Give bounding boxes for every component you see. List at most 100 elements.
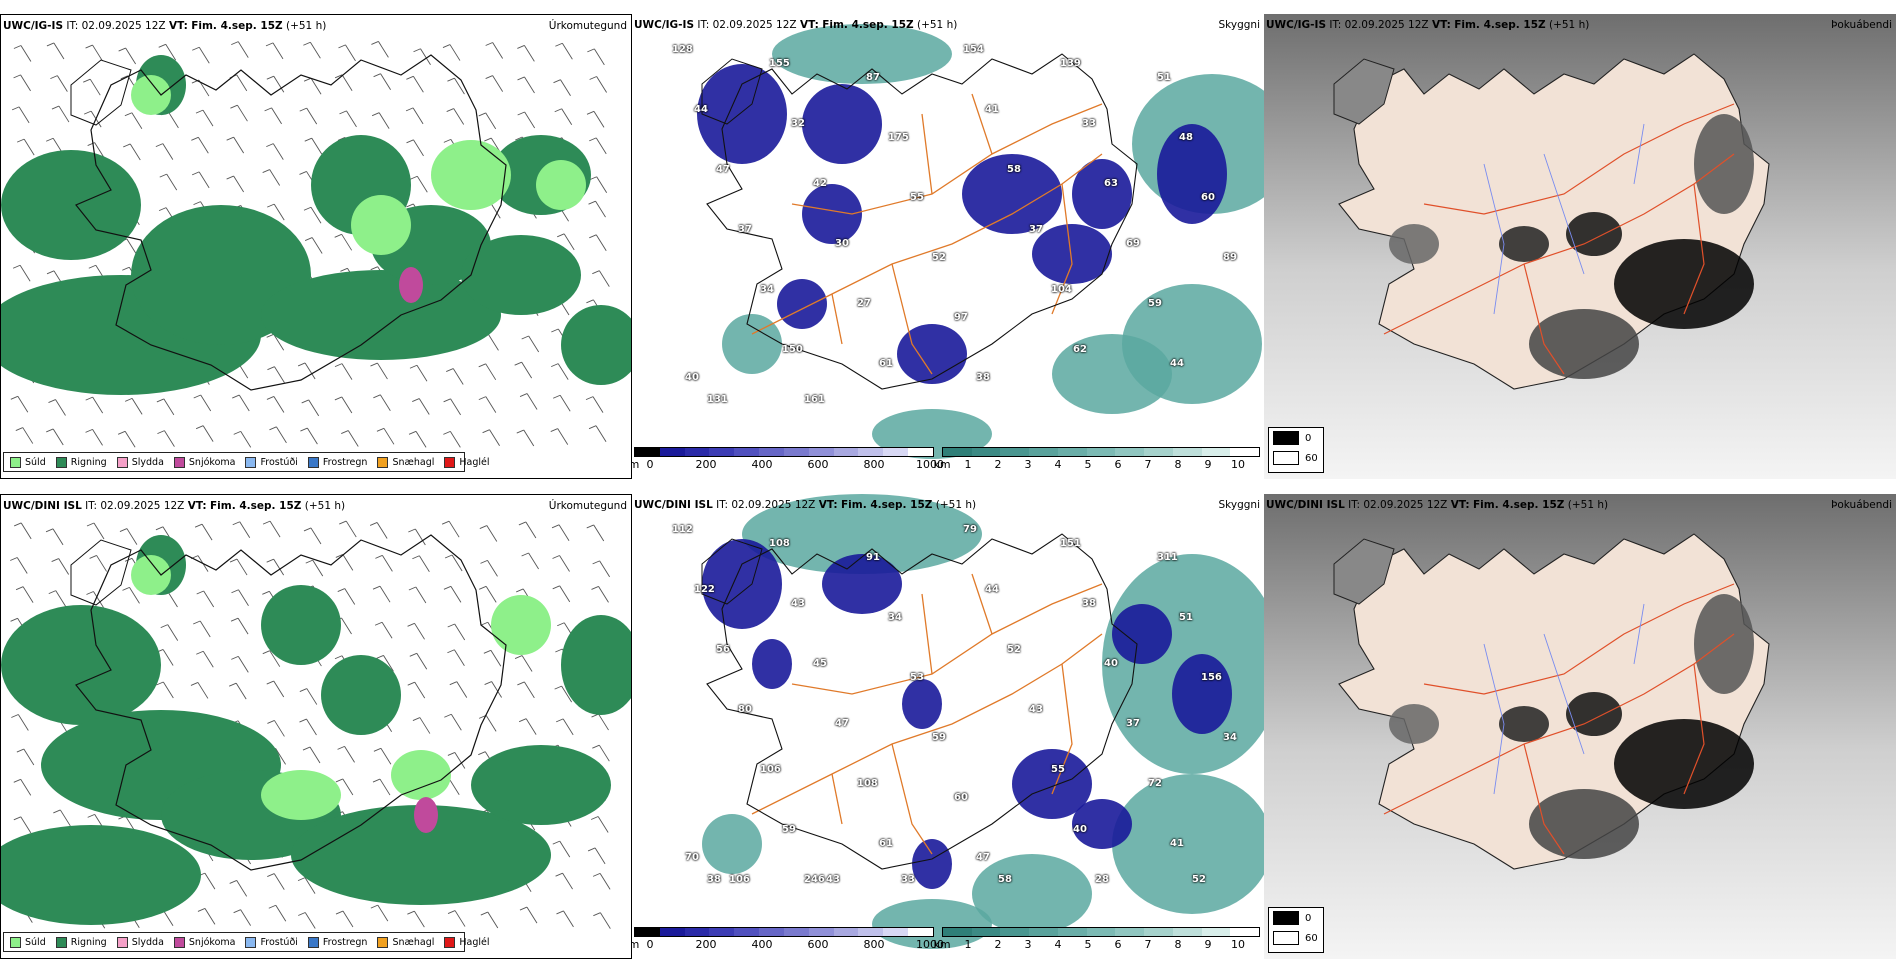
drizzle-area [536,160,586,210]
ceiling-unit: m [632,458,640,471]
header-vt-label: VT: [1431,19,1451,31]
legend-swatch [377,936,389,948]
header-vt: Fim. 4.sep. 15Z [822,19,914,31]
visibility-value: 60 [1201,192,1215,203]
header-lead: (+51 h) [285,20,327,32]
legend-swatch [307,456,319,468]
drizzle-area [261,770,341,820]
visibility-tick: 9 [1204,938,1212,951]
legend-label: Haglél [459,936,490,948]
low-ceiling-area [822,554,902,614]
low-ceiling-area [697,64,787,164]
visibility-value: 69 [1126,238,1140,249]
visibility-value: 51 [1179,612,1193,623]
roads [1383,103,1735,375]
field-name: Þokuábendi [1831,499,1892,511]
legend-swatch [245,936,257,948]
visibility-value: 33 [1082,118,1096,129]
legend-item: Snjókoma [173,936,235,948]
visibility-value: 43 [1029,704,1043,715]
visibility-value: 34 [888,612,902,623]
header-it: IT: 02.09.2025 12Z [1329,19,1429,31]
rain-area [1,605,161,725]
coastline [706,53,1138,390]
visibility-value: 60 [954,792,968,803]
legend-swatch [10,936,21,948]
legend-label: Súld [25,456,46,468]
visibility-value: 131 [707,394,728,405]
visibility-value: 108 [857,778,878,789]
westfjords-coast [70,539,132,606]
visibility-map [701,494,1264,949]
visibility-tick: 9 [1204,458,1212,471]
visibility-value: 151 [1060,538,1081,549]
visibility-tick: 2 [994,458,1002,471]
dense-fog-area [1694,594,1754,694]
visibility-value: 53 [910,672,924,683]
visibility-value: 87 [866,72,880,83]
westfjords-coast [70,59,132,126]
visibility-value: 32 [791,118,805,129]
header-lead: (+51 h) [916,19,958,31]
roads [1383,583,1735,855]
visibility-tick: 6 [1114,938,1122,951]
ceiling-tick: 400 [751,938,773,951]
legend-item: Slydda [116,456,164,468]
visibility-panel: 112 108 91 79 151 311 122 43 34 44 38 51 56 45 53 52 40 1… [632,494,1264,959]
header-it: IT: 02.09.2025 12Z [85,500,185,512]
legend-item: Snæhagl [377,936,435,948]
low-ceiling-area [1072,159,1132,229]
visibility-value: 55 [910,192,924,203]
field-name: Úrkomutegund [548,500,627,512]
visibility-value: 311 [1157,552,1178,563]
header-model: UWC/DINI ISL [3,500,82,512]
visibility-value: 175 [888,132,909,143]
visibility-tick: 5 [1084,458,1092,471]
rain-area [1,150,141,260]
low-ceiling-area [1112,604,1172,664]
fog-legend-label: 0 [1305,432,1312,444]
legend-label: Súld [25,936,46,948]
fog-legend-label: 60 [1305,452,1318,464]
legend-swatch [307,936,319,948]
ceiling-tick: 200 [695,938,717,951]
visibility-value: 52 [1007,644,1021,655]
legend-label: Rigning [70,936,107,948]
visibility-tick: 7 [1144,938,1152,951]
legend-swatch [245,456,257,468]
header-model: UWC/DINI ISL [634,499,713,511]
visibility-tick: 2 [994,938,1002,951]
legend-label: Slydda [131,456,164,468]
visibility-value: 59 [1148,298,1162,309]
visibility-value: 37 [1126,718,1140,729]
panel-header: UWC/IG-IS IT: 02.09.2025 12Z VT: Fim. 4.… [1266,19,1589,31]
ceiling-tick: 0 [646,458,654,471]
visibility-value: 43 [826,874,840,885]
header-vt-label: VT: [1450,499,1470,511]
rivers [1483,603,1645,795]
panel-header: UWC/IG-IS IT: 02.09.2025 12Z VT: Fim. 4.… [3,20,326,32]
ceiling-tick: 400 [751,458,773,471]
visibility-tick: 3 [1024,458,1032,471]
visibility-tick: 7 [1144,458,1152,471]
legend-swatch [173,936,185,948]
low-ceiling-area [802,84,882,164]
header-vt-label: VT: [818,499,838,511]
low-ceiling-area [962,154,1062,234]
visibility-value: 41 [985,104,999,115]
westfjords-fog [1333,538,1395,605]
visibility-value: 58 [998,874,1012,885]
visibility-unit: km [933,938,951,951]
visibility-value: 40 [1073,824,1087,835]
visibility-value: 44 [985,584,999,595]
fog-legend: 0 60 [1268,427,1324,473]
fog-legend-swatch [1273,431,1299,445]
legend-label: Haglél [459,456,490,468]
visibility-value: 106 [760,764,781,775]
header-vt-label: VT: [799,19,819,31]
dense-fog-area [1529,789,1639,859]
legend-item: Súld [10,456,46,468]
visibility-value: 43 [791,598,805,609]
legend-label: Snæhagl [392,936,435,948]
drizzle-area [431,140,511,210]
